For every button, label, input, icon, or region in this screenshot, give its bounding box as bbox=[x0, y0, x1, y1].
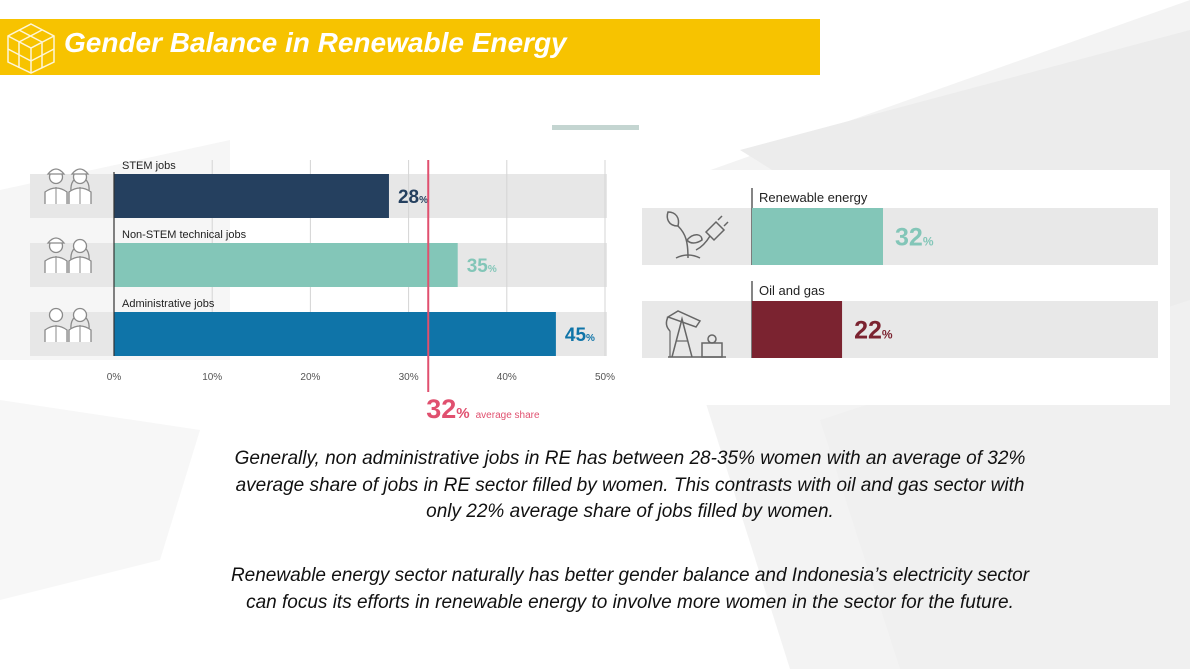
plant-leaf bbox=[666, 211, 680, 227]
accent-dash bbox=[552, 125, 639, 130]
bar bbox=[752, 301, 843, 358]
x-tick-label: 0% bbox=[107, 372, 122, 383]
soil-line bbox=[675, 254, 701, 259]
summary-paragraph: Generally, non administrative jobs in RE… bbox=[234, 448, 1026, 522]
helmet-shape bbox=[46, 237, 66, 244]
row-band bbox=[642, 301, 1158, 358]
average-description: average share bbox=[476, 410, 540, 421]
plug-body bbox=[704, 220, 726, 242]
plant-leaf bbox=[686, 234, 703, 244]
x-tick-label: 50% bbox=[595, 372, 615, 383]
category-label: Non-STEM technical jobs bbox=[122, 229, 247, 241]
head-shape bbox=[72, 307, 88, 323]
bar bbox=[752, 208, 883, 265]
category-label: Oil and gas bbox=[759, 283, 825, 298]
title-bar bbox=[0, 19, 820, 75]
value-unit: % bbox=[419, 195, 428, 206]
plant-plug-icon bbox=[666, 211, 729, 259]
pump-beam bbox=[666, 310, 702, 328]
average-unit: % bbox=[456, 405, 469, 422]
plug-pin bbox=[723, 221, 729, 227]
plug-pin bbox=[717, 215, 723, 221]
office-worker-pair-icon bbox=[44, 307, 92, 342]
conclusion-paragraph: Renewable energy sector naturally has be… bbox=[230, 565, 1030, 613]
slide-title: Gender Balance in Renewable Energy bbox=[64, 27, 567, 58]
value-unit: % bbox=[586, 333, 595, 344]
bar bbox=[114, 243, 458, 287]
helmet-shape bbox=[70, 168, 90, 175]
row-band bbox=[642, 208, 1158, 265]
chart-panel bbox=[640, 170, 1170, 405]
x-tick-label: 40% bbox=[497, 372, 517, 383]
pump-head bbox=[665, 316, 671, 332]
hexagon-cube-logo-icon bbox=[7, 23, 55, 74]
category-label: Renewable energy bbox=[759, 190, 868, 205]
plant-stem bbox=[677, 225, 689, 259]
head-shape bbox=[48, 307, 64, 323]
x-tick-label: 20% bbox=[300, 372, 320, 383]
value-unit: % bbox=[882, 328, 893, 342]
plug-cord bbox=[695, 235, 711, 251]
value-unit: % bbox=[488, 264, 497, 275]
x-tick-label: 30% bbox=[399, 372, 419, 383]
pump-wheel bbox=[707, 334, 717, 344]
oil-pump-icon bbox=[665, 310, 726, 358]
category-label: Administrative jobs bbox=[122, 298, 215, 310]
value-unit: % bbox=[923, 235, 934, 249]
category-label: STEM jobs bbox=[122, 160, 176, 172]
average-label: 32% average share bbox=[426, 394, 540, 424]
worker-pair-icon bbox=[44, 237, 92, 273]
x-tick-label: 10% bbox=[202, 372, 222, 383]
pump-frame bbox=[671, 316, 693, 358]
head-shape bbox=[72, 238, 88, 254]
worker-pair-icon bbox=[44, 168, 92, 204]
bar bbox=[114, 174, 389, 218]
helmet-shape bbox=[46, 168, 66, 175]
bar bbox=[114, 312, 556, 356]
